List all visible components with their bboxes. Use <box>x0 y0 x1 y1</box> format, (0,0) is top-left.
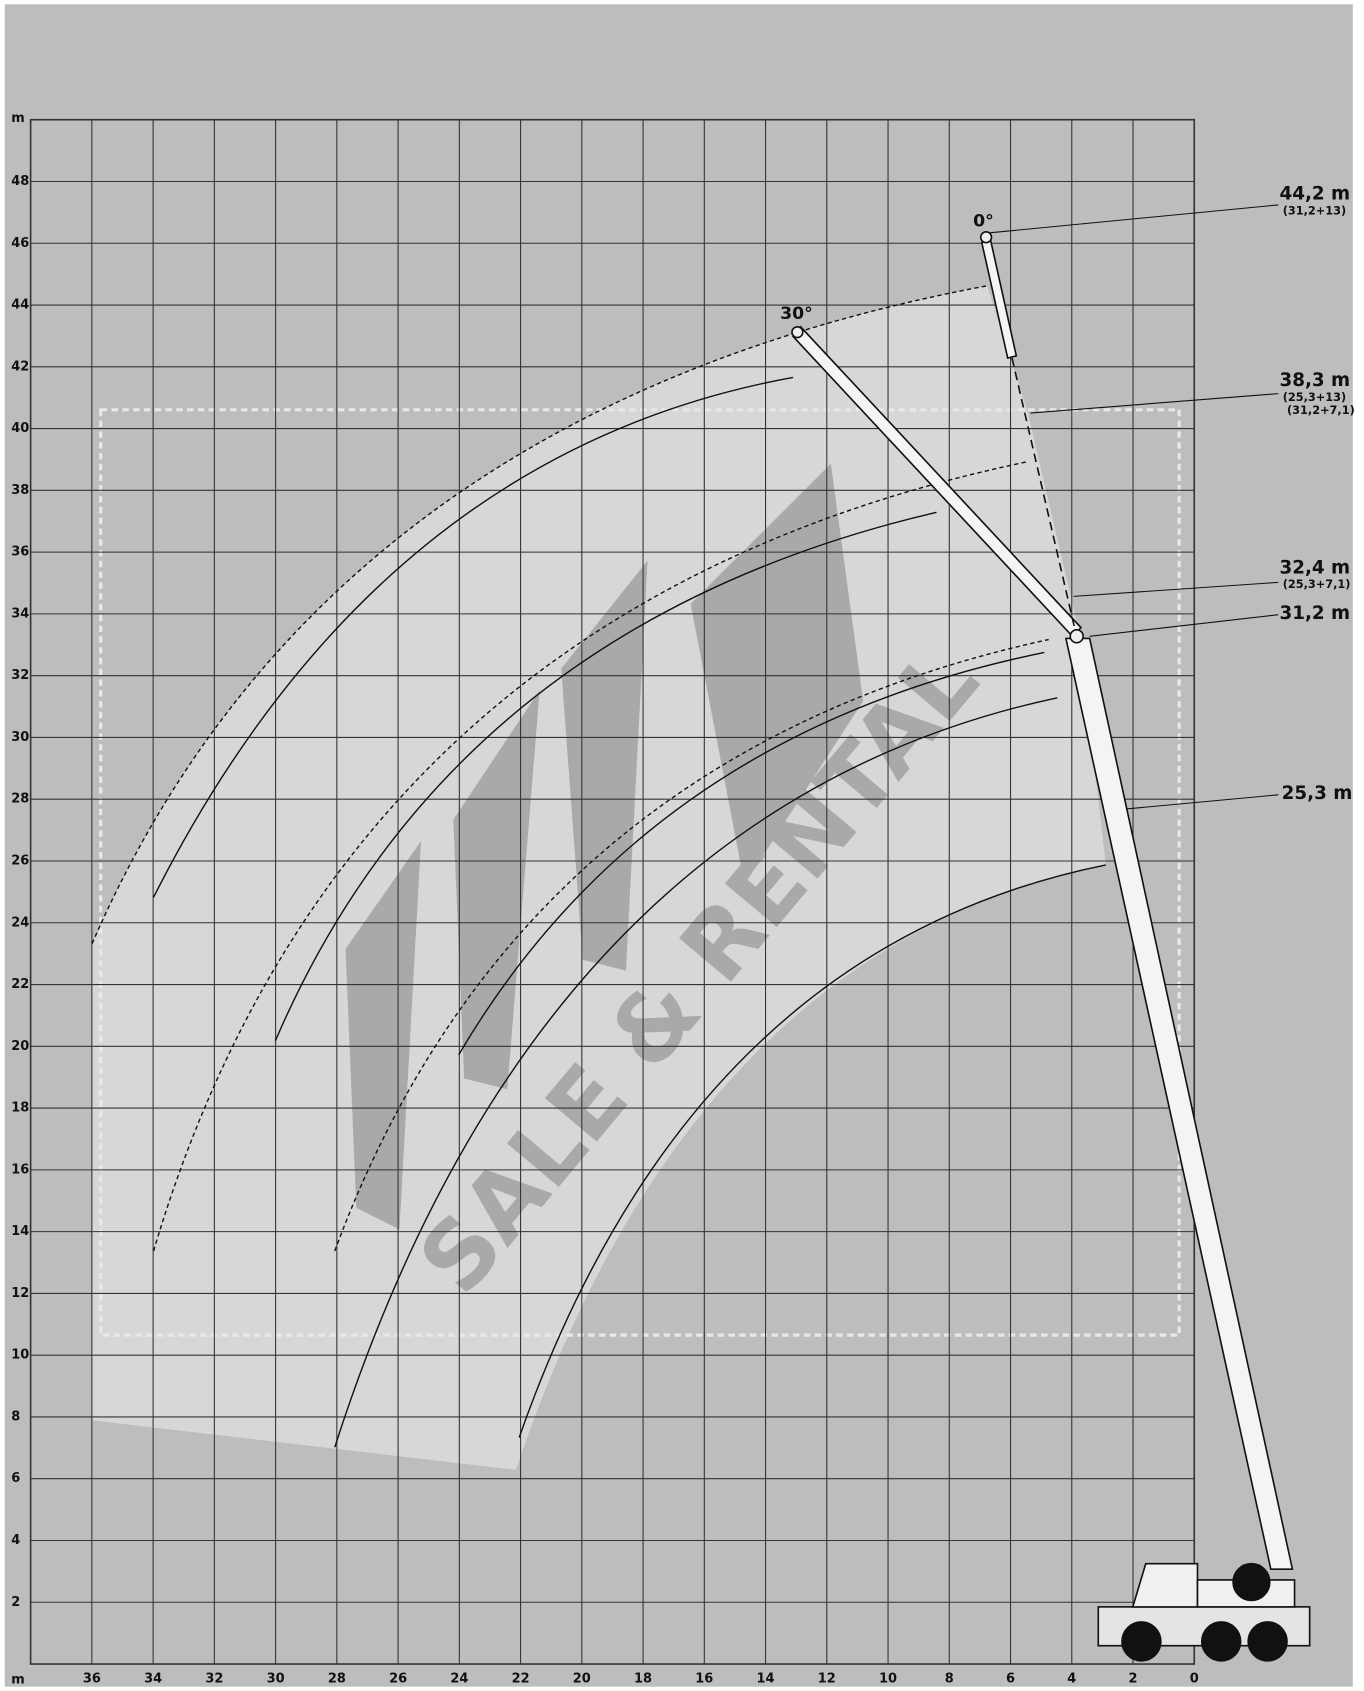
boom-length: 38,3 m <box>1279 370 1350 391</box>
y-tick-label: 10 <box>11 1348 29 1363</box>
x-tick-label: 4 <box>1067 1672 1076 1687</box>
y-tick-label: 4 <box>11 1533 20 1548</box>
y-tick-label: 42 <box>11 359 29 374</box>
x-tick-label: 16 <box>695 1672 713 1687</box>
x-tick-label: 0 <box>1190 1672 1199 1687</box>
x-tick-label: 36 <box>83 1672 101 1687</box>
watermark-frame <box>99 408 1181 1337</box>
y-tick-label: 14 <box>11 1224 29 1239</box>
leader-lines <box>988 204 1279 810</box>
y-tick-label: 22 <box>11 977 29 992</box>
angle-label: 30° <box>780 304 813 324</box>
y-tick-label: 36 <box>11 545 29 560</box>
y-tick-label: 26 <box>11 853 29 868</box>
y-tick-label: 24 <box>11 915 29 930</box>
y-tick-label: 20 <box>11 1039 29 1054</box>
y-tick-label: 16 <box>11 1162 29 1177</box>
boom-config: (31,2+7,1) <box>1287 403 1355 417</box>
boom-length: 32,4 m <box>1279 558 1350 579</box>
y-tick-label: 18 <box>11 1101 29 1116</box>
x-tick-label: 8 <box>945 1672 954 1687</box>
x-tick-label: 2 <box>1129 1672 1138 1687</box>
y-tick-label: 40 <box>11 421 29 436</box>
y-unit: m <box>11 111 24 126</box>
x-unit: m <box>11 1673 24 1688</box>
boom <box>791 231 1294 1570</box>
y-tick-label: 34 <box>11 606 29 621</box>
y-tick-label: 38 <box>11 483 29 498</box>
x-tick-label: 30 <box>267 1672 285 1687</box>
y-tick-label: 28 <box>11 792 29 807</box>
boom-config: (25,3+13) <box>1283 390 1346 404</box>
y-tick-label: 12 <box>11 1286 29 1301</box>
boom-config: (31,2+13) <box>1283 204 1346 218</box>
angle-label: 0° <box>973 211 994 231</box>
x-tick-label: 22 <box>512 1672 530 1687</box>
y-tick-label: 46 <box>11 236 29 251</box>
y-tick-label: 44 <box>11 298 29 313</box>
watermark-logo <box>345 463 864 1230</box>
boom-length: 25,3 m <box>1282 783 1353 804</box>
x-tick-label: 18 <box>634 1672 652 1687</box>
x-tick-label: 24 <box>450 1672 468 1687</box>
x-tick-label: 32 <box>205 1672 223 1687</box>
y-tick-label: 8 <box>11 1409 20 1424</box>
boom-config: (25,3+7,1) <box>1283 577 1351 591</box>
x-tick-label: 10 <box>879 1672 897 1687</box>
x-tick-label: 20 <box>573 1672 591 1687</box>
y-tick-label: 6 <box>11 1471 20 1486</box>
plot-border <box>29 118 1196 1665</box>
x-tick-label: 34 <box>144 1672 162 1687</box>
y-tick-label: 32 <box>11 668 29 683</box>
x-tick-label: 28 <box>328 1672 346 1687</box>
y-tick-label: 2 <box>11 1595 20 1610</box>
y-tick-label: 30 <box>11 730 29 745</box>
x-tick-label: 12 <box>818 1672 836 1687</box>
x-tick-label: 26 <box>389 1672 407 1687</box>
boom-length: 31,2 m <box>1279 603 1350 624</box>
y-tick-label: 48 <box>11 174 29 189</box>
x-tick-label: 6 <box>1006 1672 1015 1687</box>
boom-length: 44,2 m <box>1279 184 1350 205</box>
crane-carrier <box>1097 1562 1311 1662</box>
x-tick-label: 14 <box>757 1672 775 1687</box>
